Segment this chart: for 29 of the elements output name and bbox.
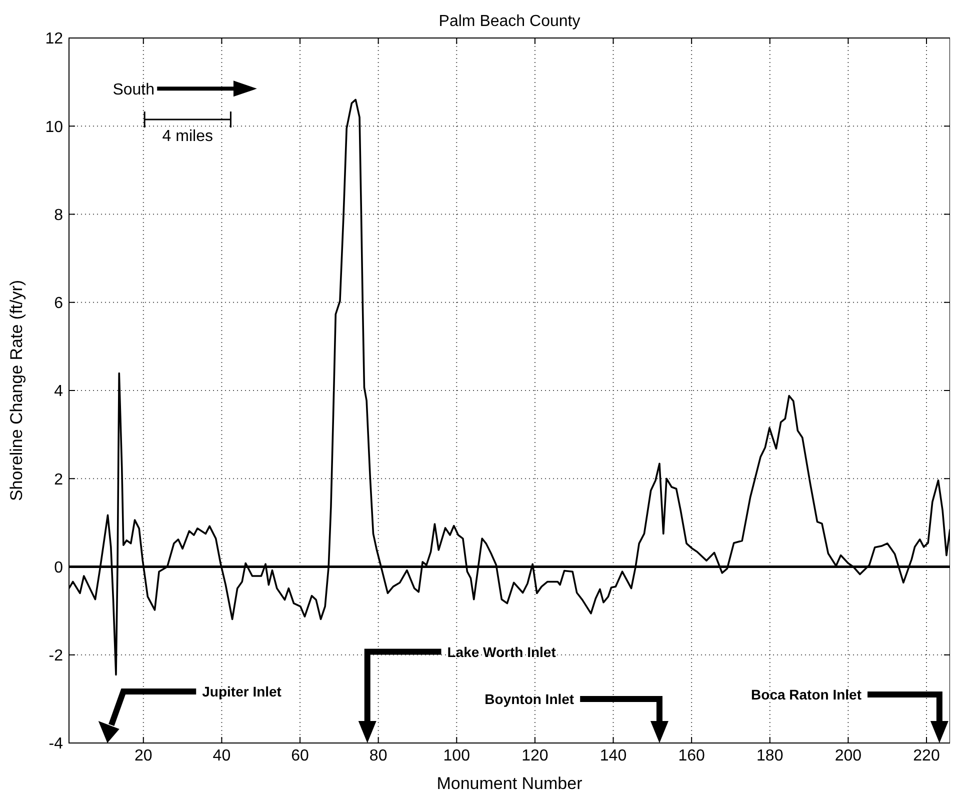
- y-axis-title: Shoreline Change Rate (ft/yr): [7, 280, 26, 502]
- y-tick-label: -2: [48, 648, 64, 665]
- y-tick-label: 12: [45, 30, 64, 48]
- annotation: Boynton Inlet: [484, 690, 574, 707]
- y-tick-label: 4: [54, 383, 64, 400]
- x-tick-label: 200: [834, 747, 862, 764]
- x-tick-label: 80: [369, 747, 388, 764]
- y-tick-label: 8: [54, 206, 64, 224]
- annotation: Lake Worth Inlet: [447, 644, 556, 660]
- y-tick-label: 2: [54, 471, 64, 488]
- x-axis-title: Monument Number: [436, 774, 583, 793]
- x-tick-label: 20: [134, 747, 152, 764]
- x-tick-label: 180: [756, 747, 784, 764]
- annotation: Jupiter Inlet: [202, 683, 282, 700]
- annotation: Boca Raton Inlet: [751, 686, 862, 703]
- x-tick-label: 160: [678, 747, 706, 764]
- x-tick-label: 220: [913, 747, 940, 764]
- annotation: 4 miles: [162, 128, 213, 145]
- y-tick-label: 10: [45, 118, 64, 136]
- x-tick-label: 120: [522, 747, 548, 764]
- annotation: South: [112, 82, 155, 99]
- y-tick-label: 6: [54, 295, 64, 312]
- chart-title: Palm Beach County: [438, 13, 580, 30]
- x-tick-label: 60: [291, 747, 310, 764]
- x-tick-label: 100: [443, 747, 470, 764]
- y-tick-label: -4: [48, 736, 64, 753]
- x-tick-label: 140: [600, 747, 627, 764]
- y-tick-label: 0: [54, 559, 64, 576]
- x-tick-label: 40: [212, 747, 231, 764]
